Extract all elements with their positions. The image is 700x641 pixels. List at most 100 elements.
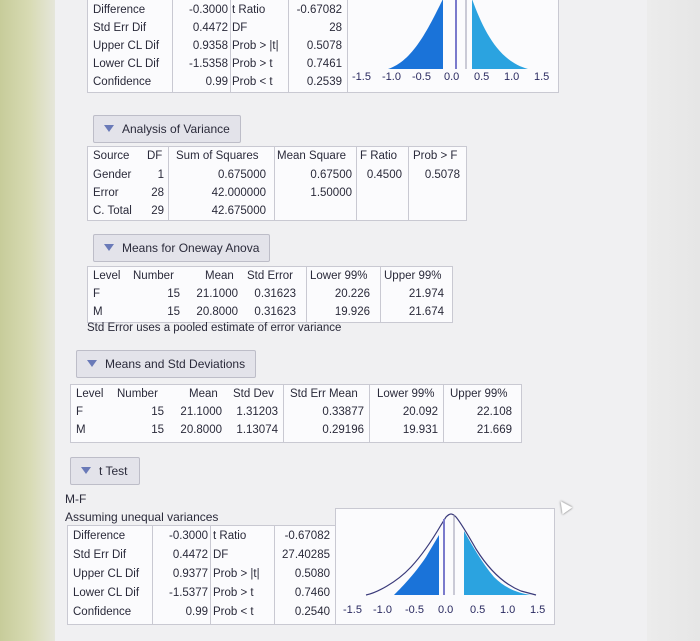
table-cell: C. Total	[93, 205, 132, 217]
table-cell: 29	[151, 205, 164, 217]
row-label: Upper CL Dif	[73, 568, 140, 580]
table-cell: 42.000000	[211, 187, 266, 199]
col-header: Number	[133, 270, 174, 282]
table-cell: 21.674	[408, 306, 444, 318]
col-header: Sum of Squares	[176, 150, 259, 162]
row-value: 0.9377	[172, 568, 208, 580]
stat-value: 0.7461	[306, 58, 342, 70]
stat-label: t Ratio	[232, 4, 266, 16]
top-ttest-table	[87, 0, 349, 93]
col-header: Std Error	[247, 270, 294, 282]
table-cell: 0.31623	[254, 306, 296, 318]
stat-label: DF	[232, 22, 248, 34]
axis-tick: -0.5	[412, 71, 431, 83]
anova-table	[87, 146, 467, 221]
axis-tick: -1.0	[373, 604, 392, 616]
table-cell: 22.108	[476, 406, 512, 418]
table-cell: 21.1000	[196, 288, 238, 300]
col-header: Lower 99%	[310, 270, 368, 282]
col-header: Prob > F	[413, 150, 458, 162]
col-header: Source	[93, 150, 130, 162]
means-std-header[interactable]: Means and Std Deviations	[76, 350, 257, 378]
table-cell: F	[76, 406, 84, 418]
pooled-error-note: Std Error uses a pooled estimate of erro…	[87, 322, 342, 334]
axis-tick: 1.5	[534, 71, 550, 83]
table-cell: 0.4500	[366, 169, 402, 181]
stat-value: 0.7460	[294, 587, 330, 599]
means-oneway-title: Means for Oneway Anova	[122, 241, 260, 255]
col-header: Level	[76, 388, 104, 400]
row-label: Std Err Dif	[93, 22, 147, 34]
means-oneway-table	[87, 266, 453, 323]
row-value: 0.4472	[172, 549, 208, 561]
stat-value: 0.5080	[294, 568, 330, 580]
table-cell: 15	[151, 424, 164, 436]
axis-tick: 0.0	[438, 604, 454, 616]
table-cell: 1.31203	[236, 406, 278, 418]
table-cell: 1.50000	[310, 187, 352, 199]
row-label: Confidence	[73, 606, 132, 618]
table-cell: 20.226	[334, 288, 370, 300]
row-value: 0.4472	[192, 22, 228, 34]
table-cell: 0.675000	[218, 169, 266, 181]
row-label: Std Err Dif	[73, 549, 127, 561]
anova-title: Analysis of Variance	[122, 122, 230, 136]
table-cell: Error	[93, 187, 119, 199]
table-cell: F	[93, 288, 101, 300]
disclosure-triangle-icon[interactable]	[87, 360, 97, 367]
means-std-title: Means and Std Deviations	[105, 357, 246, 371]
means-oneway-header[interactable]: Means for Oneway Anova	[93, 234, 271, 262]
means-std-table	[70, 384, 522, 443]
row-label: Difference	[73, 530, 126, 542]
stat-label: Prob > |t|	[232, 40, 279, 52]
table-cell: 21.669	[476, 424, 512, 436]
stat-value: 28	[329, 22, 342, 34]
distribution-curve	[365, 513, 537, 596]
row-value: -1.5377	[168, 587, 208, 599]
ttest-title: t Test	[99, 464, 128, 478]
stat-label: DF	[213, 549, 229, 561]
table-cell: 20.8000	[196, 306, 238, 318]
top-distribution-plot: -1.5 -1.0 -0.5 0.0 0.5 1.0 1.5	[347, 0, 559, 93]
disclosure-triangle-icon[interactable]	[104, 244, 114, 251]
col-header: Upper 99%	[450, 388, 508, 400]
axis-tick: 0.5	[470, 604, 486, 616]
table-cell: 28	[151, 187, 164, 199]
stat-value: 0.2539	[306, 76, 342, 88]
row-value: -0.3000	[188, 4, 228, 16]
row-label: Difference	[93, 4, 146, 16]
col-header: Std Err Mean	[290, 388, 358, 400]
ttest-table	[67, 525, 337, 625]
row-label: Lower CL Dif	[93, 58, 160, 70]
axis-tick: 1.0	[500, 604, 516, 616]
stat-label: Prob < t	[213, 606, 254, 618]
ttest-comparison: M-F	[65, 492, 87, 506]
row-value: 0.99	[185, 606, 208, 618]
table-cell: 0.29196	[322, 424, 364, 436]
row-value: 0.99	[205, 76, 228, 88]
ttest-header[interactable]: t Test	[70, 457, 141, 485]
table-cell: 15	[167, 288, 180, 300]
col-header: Number	[117, 388, 158, 400]
ttest-distribution-plot: -1.5 -1.0 -0.5 0.0 0.5 1.0 1.5	[335, 508, 555, 625]
stat-label: Prob > t	[213, 587, 254, 599]
table-cell: 0.5078	[424, 169, 460, 181]
stat-label: t Ratio	[213, 530, 247, 542]
table-cell: 15	[167, 306, 180, 318]
row-label: Confidence	[93, 76, 152, 88]
disclosure-triangle-icon[interactable]	[104, 125, 114, 132]
stat-value: -0.67082	[296, 4, 342, 16]
axis-tick: -1.5	[352, 71, 371, 83]
col-header: Upper 99%	[384, 270, 442, 282]
table-cell: 0.33877	[322, 406, 364, 418]
axis-tick: 1.0	[504, 71, 520, 83]
axis-tick: -1.0	[382, 71, 401, 83]
table-cell: 15	[151, 406, 164, 418]
table-cell: Gender	[93, 169, 132, 181]
row-label: Upper CL Dif	[93, 40, 160, 52]
table-cell: M	[76, 424, 86, 436]
axis-tick: 0.5	[474, 71, 490, 83]
anova-header[interactable]: Analysis of Variance	[93, 115, 241, 143]
table-cell: 42.675000	[211, 205, 266, 217]
disclosure-triangle-icon[interactable]	[81, 467, 91, 474]
